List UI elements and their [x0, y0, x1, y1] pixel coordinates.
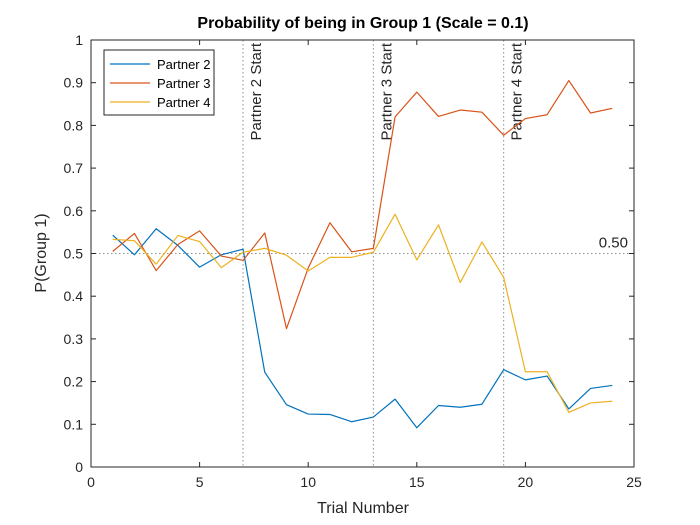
x-tick-label: 5: [196, 474, 204, 490]
x-tick-label: 15: [409, 474, 425, 490]
reference-label-horizontal: 0.50: [599, 235, 628, 252]
y-tick-label: 0.4: [64, 288, 84, 304]
x-tick-label: 20: [518, 474, 534, 490]
y-tick-label: 0.7: [64, 160, 84, 176]
legend-label: Partner 4: [157, 95, 210, 110]
reference-label-vertical: Partner 3 Start: [378, 42, 395, 140]
chart-title: Probability of being in Group 1 (Scale =…: [197, 15, 528, 32]
reference-label-vertical: Partner 2 Start: [248, 42, 265, 140]
y-tick-label: 0.1: [64, 416, 84, 432]
y-axis-label: P(Group 1): [33, 213, 50, 292]
y-tick-label: 0.8: [64, 117, 84, 133]
series-line: [112, 213, 613, 413]
y-tick-label: 0: [75, 459, 83, 475]
y-tick-label: 0.2: [64, 374, 84, 390]
series-line: [112, 79, 613, 330]
y-tick-label: 0.6: [64, 203, 84, 219]
x-tick-label: 25: [626, 474, 642, 490]
y-tick-label: 0.5: [64, 246, 84, 262]
x-tick-label: 0: [87, 474, 95, 490]
x-axis-label: Trial Number: [317, 500, 410, 517]
legend-label: Partner 3: [157, 76, 210, 91]
legend-label: Partner 2: [157, 57, 210, 72]
y-tick-label: 1: [75, 32, 83, 48]
series-line: [112, 228, 613, 429]
y-tick-label: 0.3: [64, 331, 84, 347]
y-tick-label: 0.9: [64, 75, 84, 91]
x-tick-label: 10: [300, 474, 316, 490]
reference-label-vertical: Partner 4 Start: [509, 42, 526, 140]
